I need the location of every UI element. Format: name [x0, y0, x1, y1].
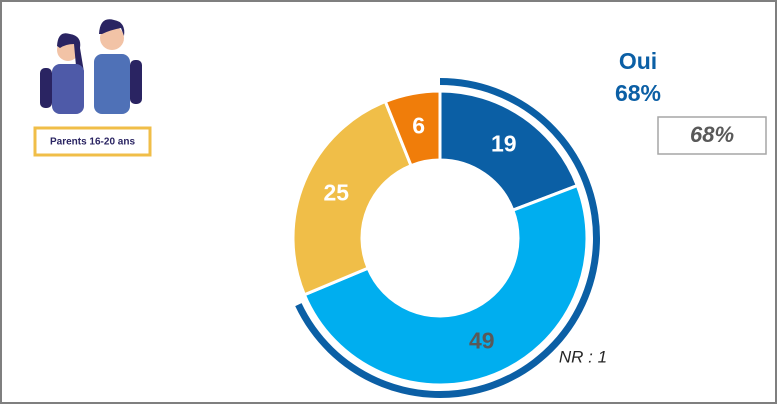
chart: Parents 16-20 ans 68% NR : 1 Oui 68% 19 4… [0, 0, 779, 406]
value-label: 19 [491, 130, 517, 156]
value-label: 49 [469, 328, 495, 354]
highlight-name: Oui [619, 48, 657, 74]
highlight-label: 68% [615, 80, 661, 106]
nr-label: NR : 1 [559, 347, 607, 366]
value-label: 25 [323, 180, 349, 206]
note: 68% [690, 122, 734, 147]
image-caption: Parents 16-20 ans [50, 137, 135, 148]
page: Parents 16-20 ans 68% NR : 1 Oui 68% 19 4… [0, 0, 779, 411]
value-label: 6 [412, 113, 425, 139]
